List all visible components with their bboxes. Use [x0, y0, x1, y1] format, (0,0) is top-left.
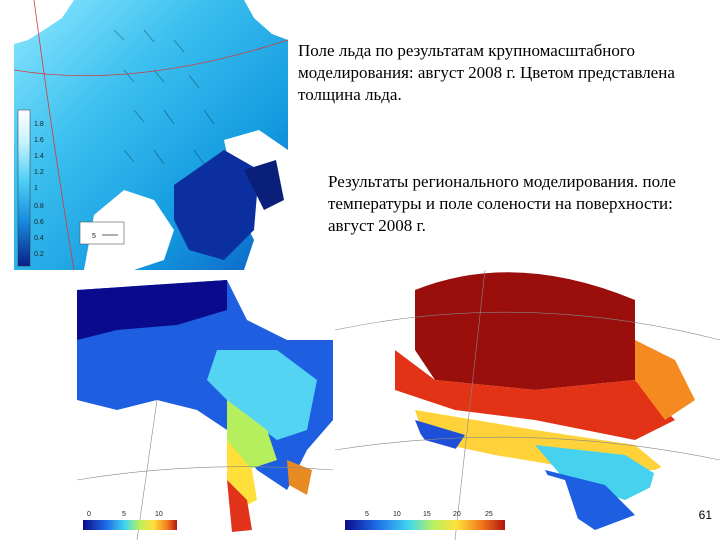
- ice-colorbar-tick: 1.4: [34, 153, 44, 160]
- page-number: 61: [698, 508, 712, 522]
- ice-thickness-map: 1.8 1.6 1.4 1.2 1 0.8 0.6 0.4 0.2 5: [14, 0, 288, 270]
- low-salinity: [535, 445, 665, 500]
- temperature-colorbar-tick: 0: [87, 511, 91, 518]
- graticule-line: [77, 466, 333, 481]
- regional-caption: Результаты регионального моделирования. …: [328, 172, 676, 235]
- ice-colorbar-tick: 1.8: [34, 121, 44, 128]
- temperature-map-svg: 0 5 10: [77, 270, 333, 540]
- ice-colorbar-tick: 0.8: [34, 203, 44, 210]
- medium-high-salinity: [395, 350, 675, 440]
- temperature-colorbar-tick: 10: [155, 511, 163, 518]
- salinity-colorbar-tick: 5: [365, 511, 369, 518]
- hot-water: [227, 480, 252, 532]
- high-salinity: [415, 272, 635, 390]
- temperature-map: 0 5 10: [77, 270, 333, 540]
- land-area: [14, 0, 74, 44]
- land-area: [635, 440, 720, 540]
- ice-map-svg: 1.8 1.6 1.4 1.2 1 0.8 0.6 0.4 0.2 5: [14, 0, 288, 270]
- ice-colorbar-tick: 1: [34, 185, 38, 192]
- graticule-line: [14, 39, 288, 77]
- land-area: [335, 360, 585, 540]
- graticule-line: [33, 0, 75, 270]
- salinity-map-svg: 5 10 15 20 25: [335, 270, 720, 540]
- salinity-colorbar-tick: 25: [485, 511, 493, 518]
- ice-colorbar-tick: 0.2: [34, 251, 44, 258]
- ice-field-caption: Поле льда по результатам крупномасштабно…: [298, 41, 675, 104]
- salinity-map: 5 10 15 20 25: [335, 270, 720, 540]
- ice-colorbar: [17, 109, 31, 267]
- thin-ice-region: [174, 150, 259, 260]
- medium-salinity: [635, 340, 695, 420]
- salinity-colorbar-tick: 20: [453, 511, 461, 518]
- temperature-colorbar: [83, 520, 177, 530]
- salinity-colorbar-tick: 15: [423, 511, 431, 518]
- graticule-line: [335, 436, 720, 461]
- ice-colorbar-tick: 1.6: [34, 137, 44, 144]
- scale-label: 5: [92, 233, 96, 240]
- velocity-arrows: [113, 29, 215, 165]
- ice-colorbar-tick: 0.6: [34, 219, 44, 226]
- temperature-colorbar-tick: 5: [122, 511, 126, 518]
- salinity-colorbar-tick: 10: [393, 511, 401, 518]
- graticule-line: [335, 311, 720, 341]
- warm-water: [227, 400, 277, 470]
- mid-temp-water: [207, 350, 317, 440]
- salinity-colorbar: [345, 520, 505, 530]
- land-area: [259, 485, 333, 540]
- land-area: [77, 410, 217, 540]
- graticule-line: [136, 399, 158, 540]
- low-salinity: [545, 470, 635, 530]
- thin-ice-region: [244, 160, 284, 210]
- land-area: [244, 0, 288, 40]
- scale-box: [79, 221, 125, 245]
- land-area: [84, 190, 174, 270]
- ice-colorbar-tick: 0.4: [34, 235, 44, 242]
- coldest-water: [77, 280, 227, 340]
- ice-colorbar-tick: 1.2: [34, 169, 44, 176]
- hot-water: [287, 460, 312, 495]
- graticule-line: [454, 270, 486, 540]
